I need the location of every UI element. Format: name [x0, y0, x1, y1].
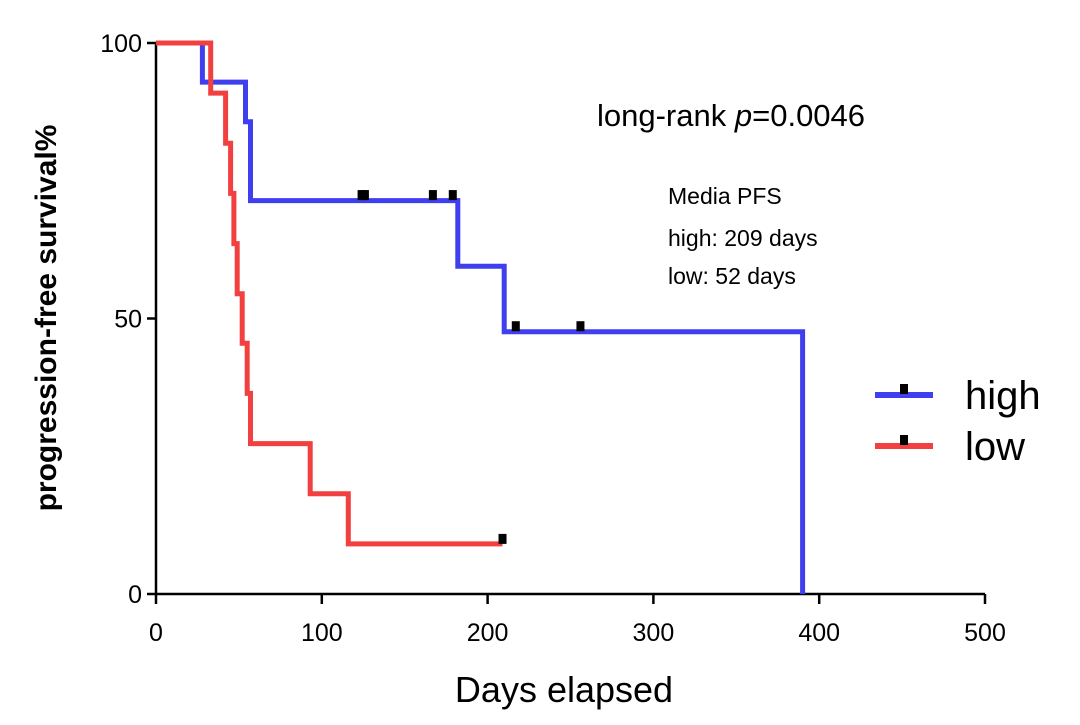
x-tick-label: 100	[301, 619, 343, 647]
series-line-high	[156, 40, 806, 594]
pvalue-prefix: long-rank	[597, 98, 735, 133]
pvalue-p: p	[734, 98, 752, 133]
x-tick-label: 0	[149, 619, 163, 647]
censor-mark-high	[511, 321, 520, 332]
series-line-low	[156, 40, 503, 547]
pvalue-suffix: =0.0046	[752, 98, 865, 133]
legend: high low	[875, 374, 1041, 469]
legend-marker-low	[900, 435, 908, 445]
median-pfs-low: low: 52 days	[668, 263, 796, 289]
axes: 0 50 100 0 100 200 300 400 500	[100, 30, 1006, 647]
censor-mark-high	[448, 190, 457, 201]
x-tick-label: 200	[467, 619, 509, 647]
y-tick-label: 50	[114, 306, 142, 334]
x-axis-label: Days elapsed	[455, 669, 673, 710]
censor-mark-low	[498, 533, 507, 544]
median-pfs-high: high: 209 days	[668, 225, 818, 251]
x-tick-label: 500	[964, 619, 1006, 647]
x-tick-label: 300	[633, 619, 675, 647]
censor-mark-high	[360, 190, 369, 201]
legend-label-low: low	[965, 425, 1025, 469]
y-tick-label: 100	[100, 30, 142, 58]
pvalue-annotation: long-rank p=0.0046	[597, 98, 865, 133]
median-pfs-title: Media PFS	[668, 183, 782, 209]
legend-marker-high	[900, 384, 908, 394]
censor-mark-high	[428, 190, 437, 201]
x-tick-label: 400	[798, 619, 840, 647]
y-tick-label: 0	[128, 581, 142, 609]
series-layer	[156, 40, 806, 594]
censor-mark-high	[576, 321, 585, 332]
y-axis-label: progression-free survival%	[30, 125, 63, 512]
legend-label-high: high	[965, 374, 1041, 418]
